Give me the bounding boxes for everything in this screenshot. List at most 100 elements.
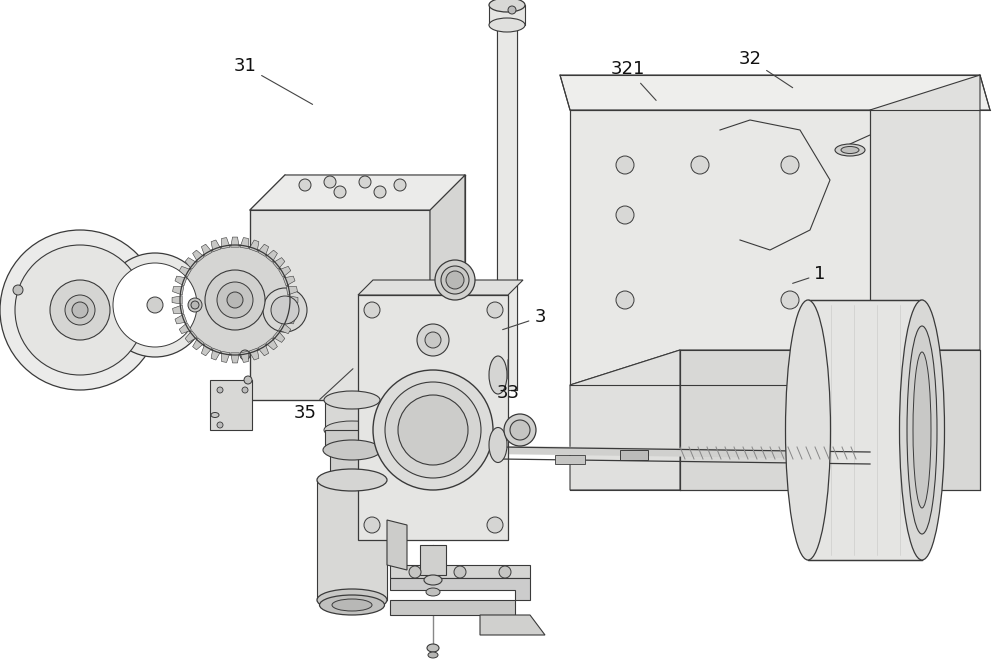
Circle shape xyxy=(217,282,253,318)
Text: 35: 35 xyxy=(294,369,353,422)
Ellipse shape xyxy=(907,326,937,534)
Circle shape xyxy=(364,302,380,318)
Polygon shape xyxy=(210,380,252,430)
Circle shape xyxy=(72,302,88,318)
Circle shape xyxy=(616,206,634,224)
Polygon shape xyxy=(325,430,380,450)
Circle shape xyxy=(499,566,511,578)
Circle shape xyxy=(299,179,311,191)
Ellipse shape xyxy=(510,420,530,440)
Circle shape xyxy=(15,245,145,375)
Polygon shape xyxy=(570,350,980,385)
Polygon shape xyxy=(286,305,297,313)
Polygon shape xyxy=(680,350,980,490)
Circle shape xyxy=(409,566,421,578)
Ellipse shape xyxy=(426,588,440,596)
Polygon shape xyxy=(175,314,187,324)
Circle shape xyxy=(487,302,503,318)
Polygon shape xyxy=(358,295,508,540)
Ellipse shape xyxy=(188,298,202,312)
Ellipse shape xyxy=(424,575,442,585)
Polygon shape xyxy=(172,295,182,304)
Circle shape xyxy=(65,295,95,325)
Ellipse shape xyxy=(446,271,464,289)
Polygon shape xyxy=(211,348,221,360)
Polygon shape xyxy=(286,287,297,295)
Polygon shape xyxy=(279,323,291,334)
Circle shape xyxy=(364,517,380,533)
Circle shape xyxy=(425,332,441,348)
Ellipse shape xyxy=(835,144,865,156)
Circle shape xyxy=(781,291,799,309)
Circle shape xyxy=(240,350,250,360)
Circle shape xyxy=(113,263,197,347)
Circle shape xyxy=(487,517,503,533)
Polygon shape xyxy=(620,450,648,460)
Ellipse shape xyxy=(427,644,439,652)
Circle shape xyxy=(616,291,634,309)
Circle shape xyxy=(417,324,449,356)
Polygon shape xyxy=(231,237,239,247)
Polygon shape xyxy=(185,258,197,269)
Polygon shape xyxy=(283,276,295,286)
Polygon shape xyxy=(266,338,277,350)
Circle shape xyxy=(385,382,481,478)
Polygon shape xyxy=(231,353,239,363)
Polygon shape xyxy=(250,210,430,215)
Text: 3: 3 xyxy=(503,308,546,330)
Polygon shape xyxy=(201,344,212,356)
Ellipse shape xyxy=(323,440,381,460)
Ellipse shape xyxy=(435,260,475,300)
Ellipse shape xyxy=(913,352,931,508)
Ellipse shape xyxy=(428,652,438,658)
Polygon shape xyxy=(317,480,387,600)
Ellipse shape xyxy=(320,595,384,615)
Polygon shape xyxy=(173,305,184,313)
Polygon shape xyxy=(173,287,184,295)
Ellipse shape xyxy=(211,412,219,418)
Circle shape xyxy=(616,156,634,174)
Polygon shape xyxy=(390,565,530,578)
Text: 32: 32 xyxy=(738,50,793,88)
Circle shape xyxy=(691,156,709,174)
Circle shape xyxy=(359,176,371,188)
Ellipse shape xyxy=(489,356,507,394)
Polygon shape xyxy=(240,351,248,362)
Ellipse shape xyxy=(504,414,536,446)
Circle shape xyxy=(271,296,299,324)
Polygon shape xyxy=(193,338,204,350)
Polygon shape xyxy=(430,175,465,400)
Polygon shape xyxy=(489,5,525,25)
Circle shape xyxy=(217,387,223,393)
Circle shape xyxy=(13,285,23,295)
Polygon shape xyxy=(222,237,230,249)
Text: 1: 1 xyxy=(793,265,826,284)
Ellipse shape xyxy=(489,18,525,32)
Ellipse shape xyxy=(182,293,208,317)
Polygon shape xyxy=(185,330,197,342)
Polygon shape xyxy=(560,75,990,110)
Polygon shape xyxy=(222,351,230,362)
Text: 321: 321 xyxy=(611,60,656,100)
Polygon shape xyxy=(249,348,259,360)
Ellipse shape xyxy=(317,589,387,611)
Ellipse shape xyxy=(841,147,859,153)
Ellipse shape xyxy=(327,471,377,489)
Polygon shape xyxy=(250,210,430,400)
Circle shape xyxy=(103,253,207,357)
Polygon shape xyxy=(570,350,680,490)
Ellipse shape xyxy=(317,469,387,491)
Polygon shape xyxy=(870,75,980,385)
Polygon shape xyxy=(480,615,545,635)
Circle shape xyxy=(242,387,248,393)
Polygon shape xyxy=(497,25,517,390)
Circle shape xyxy=(374,186,386,198)
Text: 33: 33 xyxy=(496,360,520,403)
Polygon shape xyxy=(258,344,269,356)
Polygon shape xyxy=(330,450,375,480)
Circle shape xyxy=(394,179,406,191)
Polygon shape xyxy=(179,323,191,334)
Polygon shape xyxy=(325,400,380,430)
Circle shape xyxy=(147,297,163,313)
Ellipse shape xyxy=(332,599,372,611)
